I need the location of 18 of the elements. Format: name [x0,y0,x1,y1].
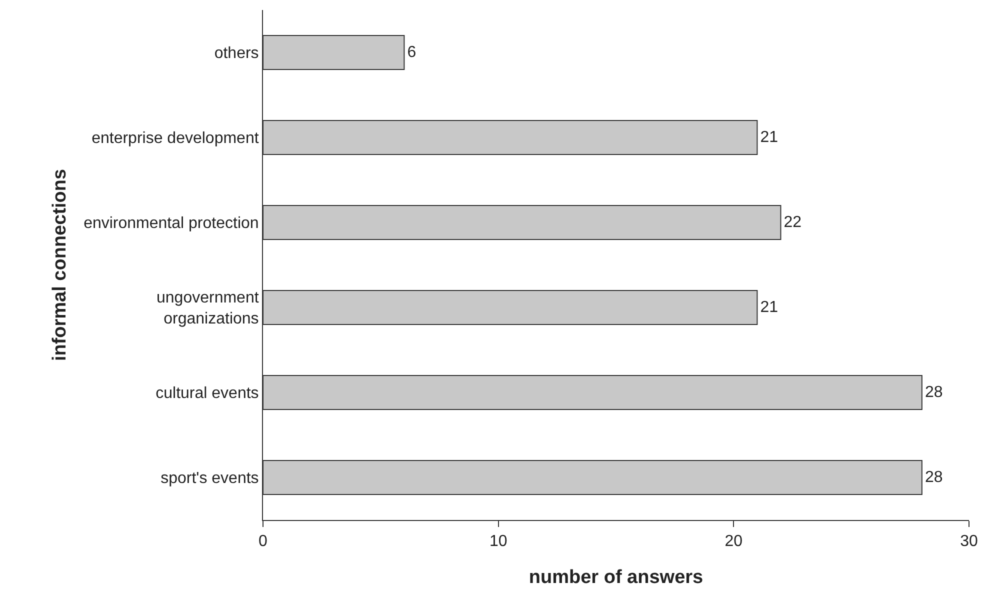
data-label: 21 [760,129,778,146]
x-tick-label: 20 [724,533,743,550]
x-tick-label: 0 [258,533,268,550]
y-tick-label: sport's events [160,470,259,488]
data-label: 22 [784,214,802,231]
y-tick-label: environmental protection [84,215,259,232]
y-tick-label: cultural events [156,385,259,402]
data-label: 21 [760,299,778,316]
data-label: 28 [924,384,943,401]
x-tick-label: 30 [960,533,978,550]
data-label: 28 [924,469,943,486]
data-label: 6 [407,44,416,61]
y-tick-label: ungovernment organizations [156,290,260,328]
x-tick-label: 10 [489,533,508,550]
y-tick-label: others [214,45,259,62]
y-axis-title: informal connections [49,168,70,362]
x-axis-title: number of answers [528,567,704,588]
y-tick-label: enterprise development [92,130,260,148]
